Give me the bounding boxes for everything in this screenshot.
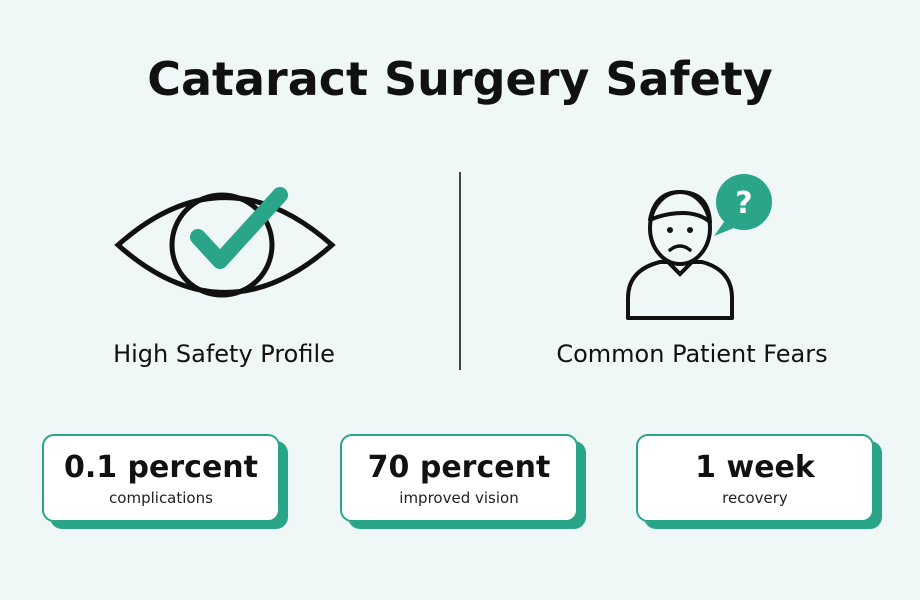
stat-caption: recovery	[722, 489, 788, 507]
svg-text:?: ?	[735, 186, 752, 221]
person-question-icon: ?	[626, 174, 772, 320]
stat-value: 70 percent	[367, 450, 551, 485]
eye-check-icon	[114, 187, 336, 298]
stat-caption: improved vision	[399, 489, 519, 507]
stat-card: 1 week recovery	[636, 434, 874, 522]
title: Cataract Surgery Safety	[147, 52, 773, 106]
stat-card: 70 percent improved vision	[340, 434, 578, 522]
panel-label: High Safety Profile	[113, 340, 335, 368]
panel-label: Common Patient Fears	[556, 340, 828, 368]
stat-card: 0.1 percent complications	[42, 434, 280, 522]
stat-caption: complications	[109, 489, 213, 507]
stat-value: 1 week	[695, 450, 815, 485]
divider	[459, 172, 461, 370]
stat-value: 0.1 percent	[63, 450, 259, 485]
